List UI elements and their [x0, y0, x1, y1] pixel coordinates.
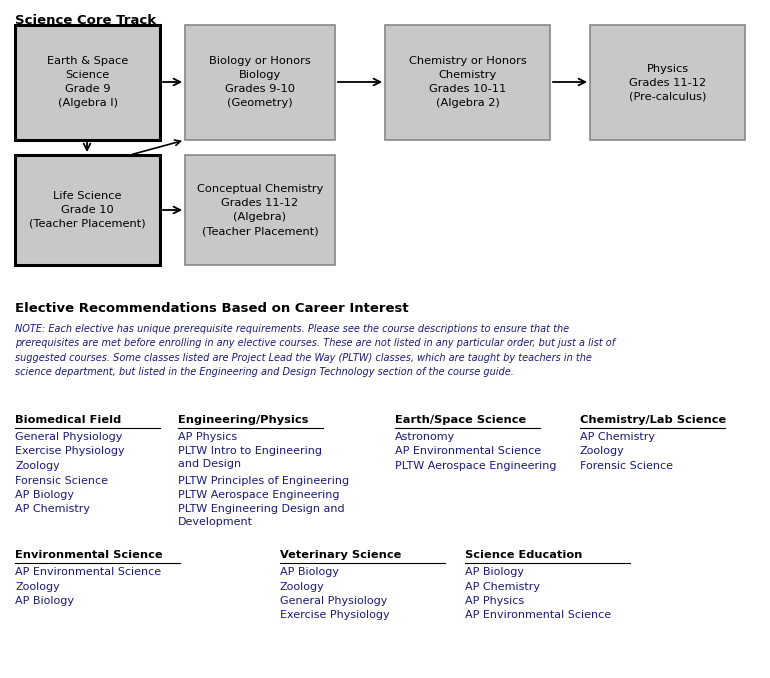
Text: PLTW Engineering Design and
Development: PLTW Engineering Design and Development: [178, 504, 345, 527]
Text: PLTW Aerospace Engineering: PLTW Aerospace Engineering: [395, 461, 557, 471]
Text: Astronomy: Astronomy: [395, 432, 455, 442]
Text: Forensic Science: Forensic Science: [580, 461, 673, 471]
Text: Conceptual Chemistry
Grades 11-12
(Algebra)
(Teacher Placement): Conceptual Chemistry Grades 11-12 (Algeb…: [197, 184, 323, 236]
Text: Earth/Space Science: Earth/Space Science: [395, 415, 526, 425]
Text: Exercise Physiology: Exercise Physiology: [15, 447, 125, 456]
Text: Earth & Space
Science
Grade 9
(Algebra I): Earth & Space Science Grade 9 (Algebra I…: [47, 56, 128, 108]
Text: AP Environmental Science: AP Environmental Science: [395, 447, 541, 456]
Text: Zoology: Zoology: [15, 582, 60, 591]
Bar: [15, 25, 160, 140]
Bar: [385, 25, 550, 140]
Text: AP Environmental Science: AP Environmental Science: [465, 610, 611, 620]
Text: PLTW Principles of Engineering: PLTW Principles of Engineering: [178, 475, 349, 485]
Text: AP Physics: AP Physics: [178, 432, 237, 442]
Text: Forensic Science: Forensic Science: [15, 475, 108, 485]
Text: AP Biology: AP Biology: [280, 567, 339, 577]
Bar: [185, 25, 335, 140]
Text: AP Physics: AP Physics: [465, 596, 524, 606]
Text: AP Environmental Science: AP Environmental Science: [15, 567, 161, 577]
Text: AP Chemistry: AP Chemistry: [15, 504, 90, 515]
Text: Zoology: Zoology: [280, 582, 325, 591]
Text: AP Biology: AP Biology: [15, 596, 74, 606]
Text: Biology or Honors
Biology
Grades 9-10
(Geometry): Biology or Honors Biology Grades 9-10 (G…: [209, 56, 311, 108]
Text: Science Education: Science Education: [465, 550, 582, 560]
Bar: [590, 25, 745, 140]
Text: Veterinary Science: Veterinary Science: [280, 550, 401, 560]
Text: Engineering/Physics: Engineering/Physics: [178, 415, 308, 425]
Text: AP Biology: AP Biology: [465, 567, 524, 577]
Text: Exercise Physiology: Exercise Physiology: [280, 610, 390, 620]
Bar: [185, 155, 335, 265]
Text: Zoology: Zoology: [15, 461, 60, 471]
Text: PLTW Aerospace Engineering: PLTW Aerospace Engineering: [178, 490, 340, 500]
Text: General Physiology: General Physiology: [15, 432, 122, 442]
Text: AP Chemistry: AP Chemistry: [580, 432, 655, 442]
Text: Environmental Science: Environmental Science: [15, 550, 162, 560]
Text: Elective Recommendations Based on Career Interest: Elective Recommendations Based on Career…: [15, 302, 409, 315]
Text: NOTE: Each elective has unique prerequisite requirements. Please see the course : NOTE: Each elective has unique prerequis…: [15, 324, 615, 377]
Text: Physics
Grades 11-12
(Pre-calculus): Physics Grades 11-12 (Pre-calculus): [629, 64, 706, 102]
Text: PLTW Intro to Engineering
and Design: PLTW Intro to Engineering and Design: [178, 447, 322, 469]
Text: Science Core Track: Science Core Track: [15, 14, 156, 27]
Text: AP Chemistry: AP Chemistry: [465, 582, 540, 591]
Text: Life Science
Grade 10
(Teacher Placement): Life Science Grade 10 (Teacher Placement…: [29, 191, 146, 229]
Text: Zoology: Zoology: [580, 447, 624, 456]
Text: Chemistry or Honors
Chemistry
Grades 10-11
(Algebra 2): Chemistry or Honors Chemistry Grades 10-…: [409, 56, 527, 108]
Text: Chemistry/Lab Science: Chemistry/Lab Science: [580, 415, 726, 425]
Text: Biomedical Field: Biomedical Field: [15, 415, 121, 425]
Text: AP Biology: AP Biology: [15, 490, 74, 500]
Text: General Physiology: General Physiology: [280, 596, 387, 606]
Bar: [15, 155, 160, 265]
